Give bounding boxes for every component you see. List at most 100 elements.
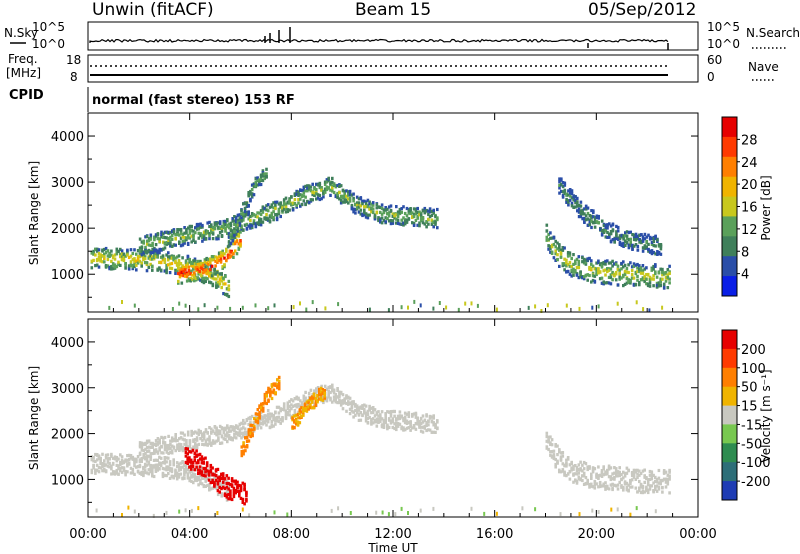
vel-cell <box>129 466 133 470</box>
power-cell <box>169 231 172 235</box>
vel-cell <box>197 483 200 487</box>
power-cell <box>618 268 621 272</box>
power-cell <box>402 223 405 227</box>
vel-cell <box>293 414 296 418</box>
power-cell <box>558 180 561 184</box>
power-cell <box>282 199 286 203</box>
power-cell <box>305 307 308 312</box>
power-cell <box>568 264 572 268</box>
vel-cell <box>296 416 300 420</box>
vel-cell <box>95 453 99 457</box>
power-cell <box>92 258 95 262</box>
power-colorbar-tick-label: 20 <box>741 178 758 193</box>
power-cell <box>592 210 595 215</box>
power-cell <box>144 249 147 253</box>
power-cell <box>561 185 565 189</box>
power-cell <box>199 278 202 282</box>
power-cell <box>161 258 165 262</box>
power-cell <box>597 216 600 220</box>
power-cell <box>568 188 572 192</box>
power-cell <box>104 264 108 268</box>
vel-cell <box>243 485 246 489</box>
power-cell <box>389 222 393 226</box>
power-cell <box>366 198 370 202</box>
power-cell <box>288 201 291 205</box>
power-cell <box>338 184 341 188</box>
vel-cell <box>260 406 263 410</box>
power-cell <box>178 240 181 244</box>
power-cell <box>347 201 350 205</box>
vel-cell <box>163 473 167 477</box>
power-cell <box>239 230 242 234</box>
vel-cell <box>236 431 240 435</box>
power-cell <box>135 268 138 272</box>
vel-cell <box>238 433 242 438</box>
power-cell <box>158 237 161 241</box>
power-cell <box>341 194 345 198</box>
power-cell <box>225 258 228 262</box>
vel-cell <box>129 471 133 475</box>
vel-cell <box>234 430 238 434</box>
vel-cell <box>382 425 386 429</box>
vel-cell <box>593 479 597 484</box>
vel-cell <box>209 465 213 469</box>
vel-cell <box>563 473 566 477</box>
vel-cell <box>323 389 326 393</box>
vel-cell <box>597 474 600 478</box>
power-cell <box>149 262 152 266</box>
power-cell <box>218 231 222 235</box>
vel-cell <box>387 425 391 429</box>
vel-cell <box>223 477 227 481</box>
power-cell <box>160 230 163 234</box>
vel-cell <box>418 424 421 428</box>
power-cell <box>167 255 170 259</box>
vel-cell <box>165 460 168 464</box>
power-cell <box>220 234 224 238</box>
vel-cell <box>204 484 207 488</box>
vel-cell <box>138 471 142 475</box>
vel-cell <box>634 486 638 490</box>
power-cell <box>215 281 218 285</box>
vel-cell <box>286 401 290 405</box>
power-cell <box>646 272 650 277</box>
vel-cell <box>389 414 393 418</box>
power-cell <box>600 261 604 266</box>
vel-cell <box>202 473 205 477</box>
power-cell <box>636 248 640 252</box>
vel-cell <box>421 414 425 418</box>
vel-cell <box>95 458 99 462</box>
vel-cell <box>152 465 156 469</box>
vel-cell <box>238 490 241 494</box>
power-cell <box>261 172 265 176</box>
vel-cell <box>245 439 249 443</box>
vel-cell <box>193 476 197 480</box>
power-cell <box>559 248 563 252</box>
vel-cell <box>577 475 581 479</box>
vel-cell <box>607 475 611 479</box>
vel-cell <box>277 415 281 419</box>
vel-cell <box>661 478 664 482</box>
power-cell <box>163 269 167 273</box>
vel-cell <box>547 435 550 439</box>
vel-cell <box>167 472 170 476</box>
vel-cell <box>239 496 243 500</box>
vel-cell <box>577 477 581 481</box>
power-cell <box>338 197 341 201</box>
power-cell <box>172 257 175 262</box>
power-cell <box>138 253 142 257</box>
vel-cell <box>636 490 639 494</box>
power-cell <box>614 278 618 282</box>
vel-cell <box>106 457 110 461</box>
power-cell <box>258 178 261 182</box>
vel-cell <box>142 455 145 460</box>
power-cell <box>256 215 259 219</box>
power-cell <box>205 272 208 276</box>
vel-cell <box>403 418 407 422</box>
vel-cell <box>657 487 661 491</box>
vel-cell <box>240 450 244 454</box>
power-cell <box>187 272 191 276</box>
vel-cell <box>418 422 421 426</box>
power-cell <box>370 210 373 214</box>
vel-cell <box>163 458 167 462</box>
vel-cell <box>149 441 153 445</box>
